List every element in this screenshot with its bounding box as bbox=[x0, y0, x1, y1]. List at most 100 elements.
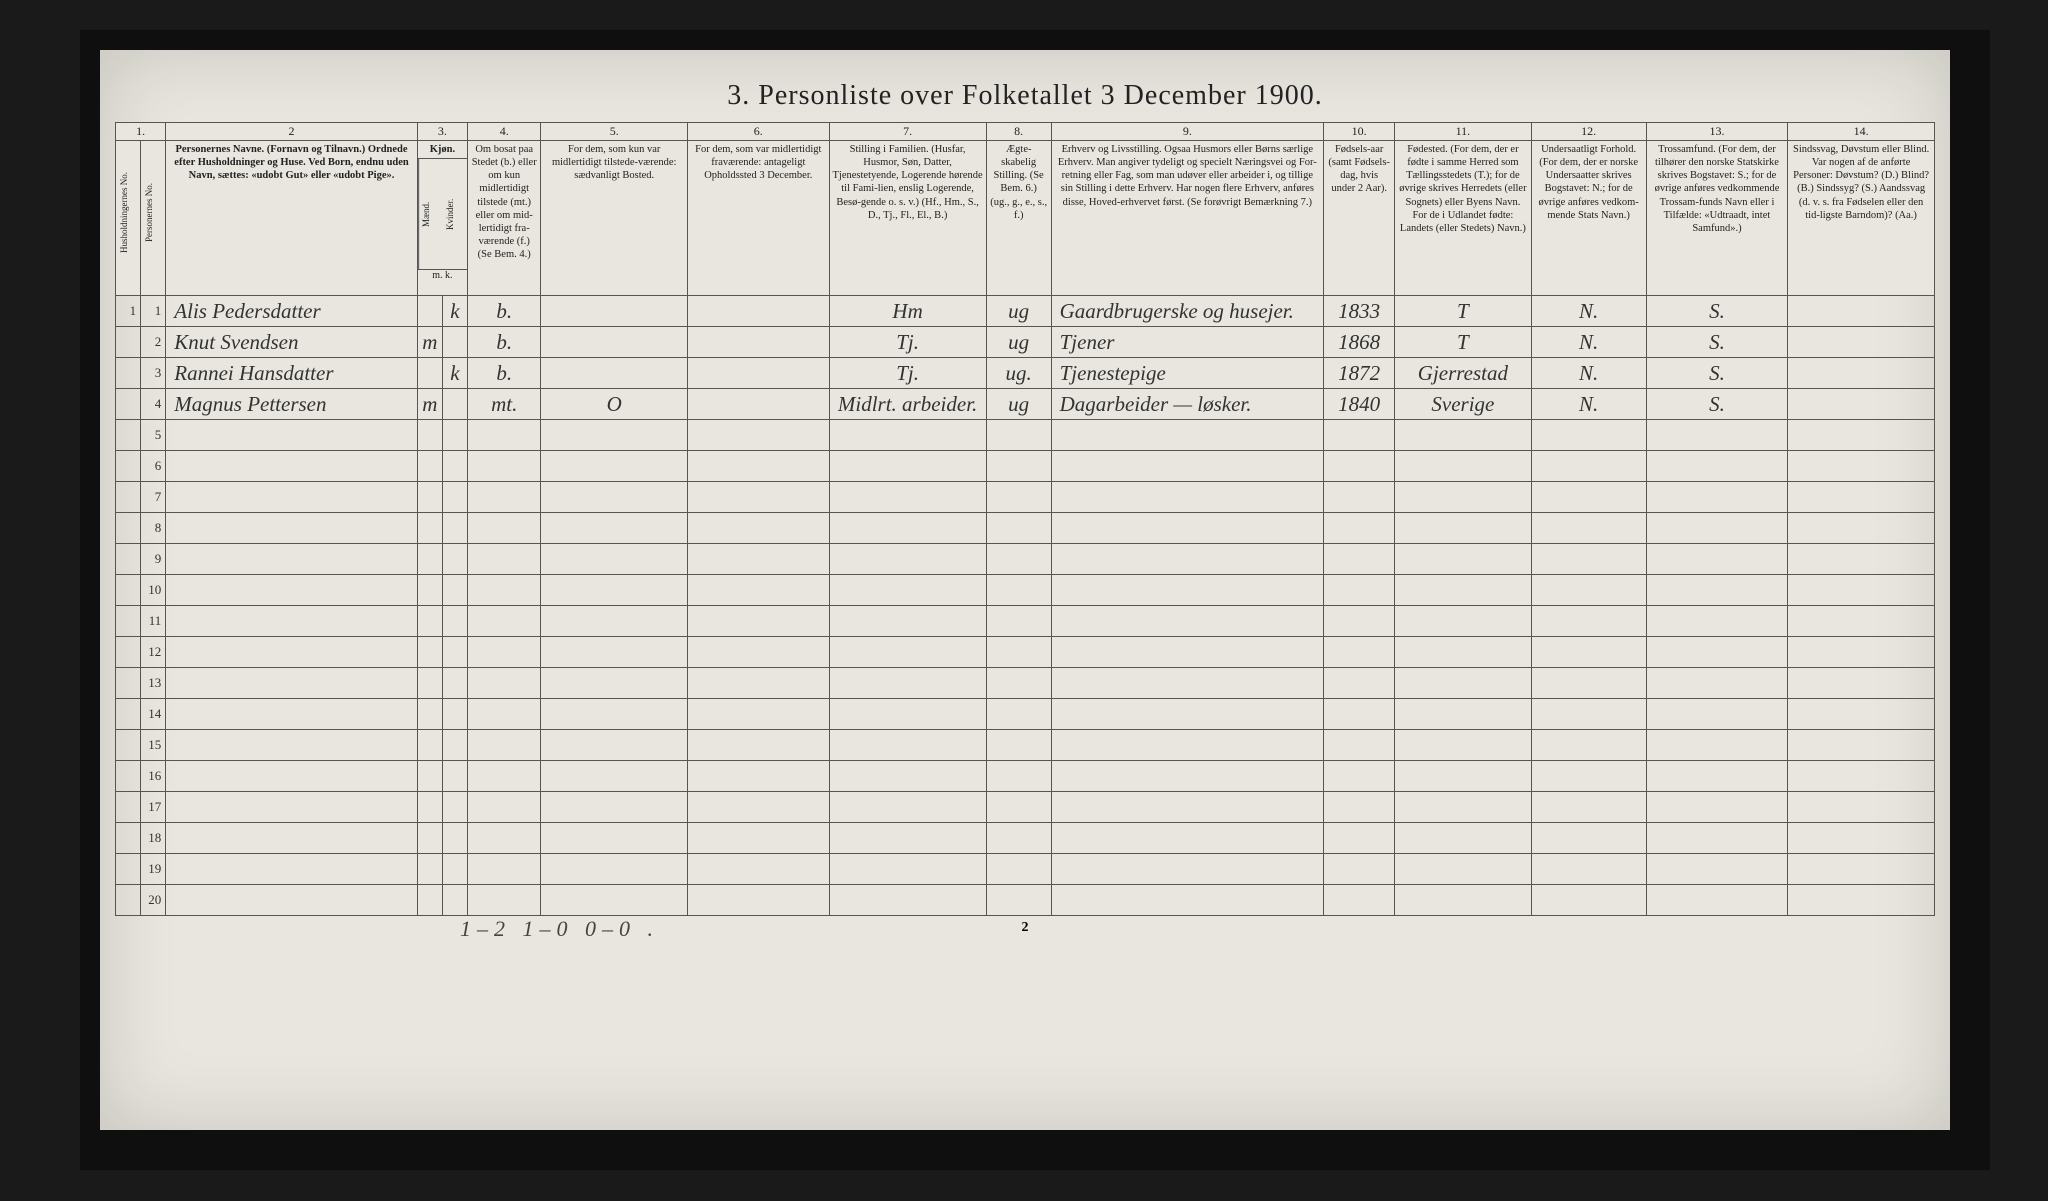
cell-c14 bbox=[1788, 296, 1935, 327]
cell-hn bbox=[116, 420, 141, 451]
cell-c6 bbox=[688, 761, 829, 792]
hdr-birthplace: Fødested. (For dem, der er fødte i samme… bbox=[1395, 141, 1531, 296]
cell-c6 bbox=[688, 389, 829, 420]
cell-name bbox=[166, 606, 417, 637]
cell-c10 bbox=[1324, 451, 1395, 482]
hdr-sex: Kjøn. Mænd. Kvinder. m. k. bbox=[417, 141, 467, 296]
cell-hn bbox=[116, 730, 141, 761]
cell-hn bbox=[116, 792, 141, 823]
cell-c9 bbox=[1051, 885, 1323, 916]
hdr-religion: Trossamfund. (For dem, der tilhører den … bbox=[1646, 141, 1787, 296]
cell-c10 bbox=[1324, 668, 1395, 699]
cell-c14 bbox=[1788, 513, 1935, 544]
cell-c9 bbox=[1051, 823, 1323, 854]
cell-m bbox=[417, 637, 442, 668]
cell-c13: S. bbox=[1646, 296, 1787, 327]
cell-pn: 15 bbox=[141, 730, 166, 761]
table-row: 7 bbox=[116, 482, 1935, 513]
cell-c7: Tj. bbox=[829, 358, 986, 389]
cell-res bbox=[468, 761, 541, 792]
cell-c14 bbox=[1788, 761, 1935, 792]
cell-c8: ug bbox=[986, 389, 1051, 420]
cell-c12 bbox=[1531, 792, 1646, 823]
cell-name bbox=[166, 575, 417, 606]
cell-res bbox=[468, 699, 541, 730]
cell-k bbox=[442, 389, 467, 420]
table-row: 3Rannei Hansdatterkb.Tj.ug.Tjenestepige1… bbox=[116, 358, 1935, 389]
cell-c11 bbox=[1395, 544, 1531, 575]
cell-c13 bbox=[1646, 606, 1787, 637]
cell-c14 bbox=[1788, 451, 1935, 482]
cell-c10 bbox=[1324, 575, 1395, 606]
cell-c13 bbox=[1646, 451, 1787, 482]
cell-k bbox=[442, 327, 467, 358]
cell-res bbox=[468, 823, 541, 854]
cell-c9 bbox=[1051, 575, 1323, 606]
cell-c12: N. bbox=[1531, 296, 1646, 327]
page-title: 3. Personliste over Folketallet 3 Decemb… bbox=[100, 50, 1950, 122]
cell-pn: 8 bbox=[141, 513, 166, 544]
cell-c13 bbox=[1646, 575, 1787, 606]
cell-c9: Tjener bbox=[1051, 327, 1323, 358]
cell-c11 bbox=[1395, 637, 1531, 668]
cell-c12 bbox=[1531, 885, 1646, 916]
cell-c11 bbox=[1395, 513, 1531, 544]
cell-c9 bbox=[1051, 854, 1323, 885]
cell-c12 bbox=[1531, 606, 1646, 637]
cell-c6 bbox=[688, 358, 829, 389]
cell-c6 bbox=[688, 606, 829, 637]
cell-c10 bbox=[1324, 699, 1395, 730]
cell-k: k bbox=[442, 296, 467, 327]
cell-c8 bbox=[986, 854, 1051, 885]
cell-res bbox=[468, 420, 541, 451]
cell-pn: 4 bbox=[141, 389, 166, 420]
cell-c6 bbox=[688, 668, 829, 699]
cell-c10: 1868 bbox=[1324, 327, 1395, 358]
table-row: 20 bbox=[116, 885, 1935, 916]
cell-c11 bbox=[1395, 885, 1531, 916]
cell-name bbox=[166, 482, 417, 513]
cell-c9 bbox=[1051, 451, 1323, 482]
cell-c7: Hm bbox=[829, 296, 986, 327]
cell-c6 bbox=[688, 637, 829, 668]
cell-c14 bbox=[1788, 575, 1935, 606]
cell-c13 bbox=[1646, 668, 1787, 699]
table-row: 10 bbox=[116, 575, 1935, 606]
cell-m bbox=[417, 606, 442, 637]
cell-c11 bbox=[1395, 482, 1531, 513]
cell-c7 bbox=[829, 668, 986, 699]
table-row: 12 bbox=[116, 637, 1935, 668]
table-row: 2Knut Svendsenmb.Tj.ugTjener1868TN.S. bbox=[116, 327, 1935, 358]
hdr-family-position: Stilling i Familien. (Husfar, Husmor, Sø… bbox=[829, 141, 986, 296]
cell-c6 bbox=[688, 792, 829, 823]
hdr-person-no: Personernes No. bbox=[141, 141, 166, 296]
cell-c9 bbox=[1051, 482, 1323, 513]
cell-pn: 11 bbox=[141, 606, 166, 637]
cell-hn bbox=[116, 761, 141, 792]
cell-c13 bbox=[1646, 885, 1787, 916]
cell-c12: N. bbox=[1531, 327, 1646, 358]
cell-c7 bbox=[829, 451, 986, 482]
hdr-temp-present: For dem, som kun var midlertidigt tilste… bbox=[541, 141, 688, 296]
cell-c8 bbox=[986, 544, 1051, 575]
cell-c12 bbox=[1531, 668, 1646, 699]
cell-c12 bbox=[1531, 575, 1646, 606]
cell-res bbox=[468, 544, 541, 575]
cell-res bbox=[468, 730, 541, 761]
census-table: 1. 2 3. 4. 5. 6. 7. 8. 9. 10. 11. 12. 13… bbox=[115, 122, 1935, 916]
cell-c6 bbox=[688, 513, 829, 544]
cell-c8: ug. bbox=[986, 358, 1051, 389]
cell-name bbox=[166, 451, 417, 482]
table-row: 4Magnus Pettersenmmt.OMidlrt. arbeider.u… bbox=[116, 389, 1935, 420]
colnum-1: 1. bbox=[116, 123, 166, 141]
cell-c12 bbox=[1531, 730, 1646, 761]
colnum-4: 4. bbox=[468, 123, 541, 141]
cell-k bbox=[442, 575, 467, 606]
cell-name: Knut Svendsen bbox=[166, 327, 417, 358]
cell-c8 bbox=[986, 823, 1051, 854]
cell-c8 bbox=[986, 637, 1051, 668]
cell-c12 bbox=[1531, 637, 1646, 668]
cell-c13: S. bbox=[1646, 389, 1787, 420]
cell-c13 bbox=[1646, 730, 1787, 761]
cell-name: Magnus Pettersen bbox=[166, 389, 417, 420]
